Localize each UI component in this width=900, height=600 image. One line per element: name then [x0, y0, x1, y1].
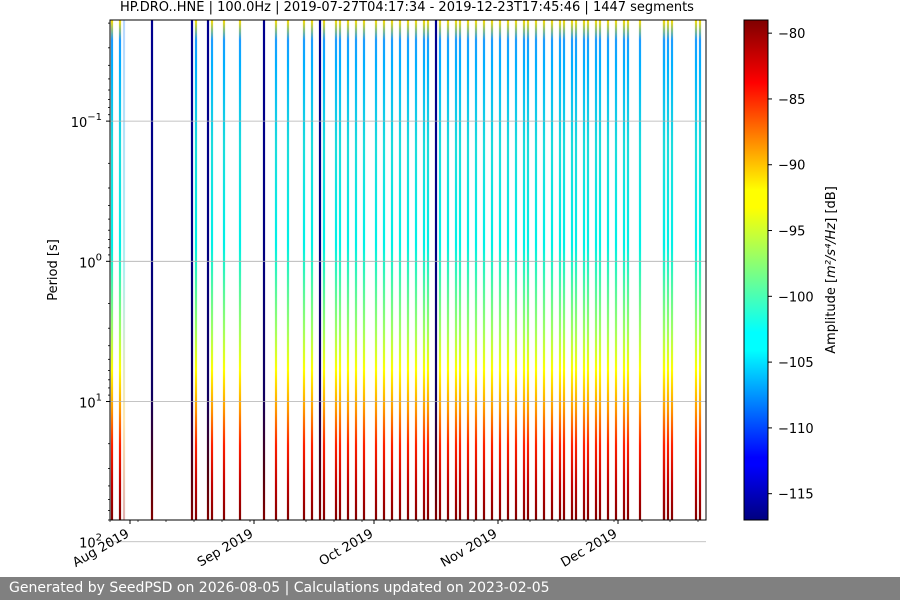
grid-lines: [110, 120, 706, 543]
psd-segment-2019-09-13: [302, 20, 306, 520]
colorbar-tick-label: −110: [778, 422, 814, 437]
psd-segment-2019-10-17: [438, 20, 442, 520]
psd-segment-2019-11-12: [542, 20, 546, 520]
colorbar-tick-label: −105: [778, 356, 814, 371]
psd-segment-2019-09-24: [346, 20, 350, 520]
psd-segment-2019-12-21: [698, 20, 702, 520]
chart-title: HP.DRO..HNE | 100.0Hz | 2019-07-27T04:17…: [120, 0, 694, 15]
psd-segment-2019-10-13: [422, 20, 426, 520]
psd-segment-2019-08-28: [238, 20, 242, 520]
psd-segment-2019-10-16: [434, 20, 438, 520]
colorbar-tick-label: −115: [778, 488, 814, 503]
x-tick-label: Oct 2019: [317, 526, 376, 569]
psd-segment-2019-10-22: [458, 20, 462, 520]
x-tick-label: Sep 2019: [195, 526, 256, 570]
x-tick-label: Nov 2019: [438, 526, 500, 570]
psd-segment-2019-09-28: [362, 20, 366, 520]
psd-segment-2019-10-30: [490, 20, 494, 520]
psd-segment-2019-10-19: [446, 20, 450, 520]
psd-segment-2019-08-16: [190, 20, 194, 520]
psd-segment-2019-07-30: [122, 20, 126, 520]
psd-segment-2019-09-15: [310, 20, 314, 520]
psd-segment-2019-11-19: [570, 20, 574, 520]
psd-segment-2019-11-08: [526, 20, 530, 520]
psd-segment-2019-11-20: [574, 20, 578, 520]
y-tick-label: 100: [79, 252, 102, 271]
psd-segment-2019-11-30: [614, 20, 618, 520]
psd-segment-2019-09-09: [286, 20, 290, 520]
y-tick-label: 10−1: [71, 112, 102, 131]
psd-segment-2019-07-27: [110, 20, 114, 520]
psd-segment-2019-10-14: [426, 20, 430, 520]
psd-segment-2019-08-24: [222, 20, 226, 520]
psd-segment-2019-11-28: [606, 20, 610, 520]
y-tick-label: 102: [79, 533, 102, 552]
psd-segment-2019-08-17: [194, 20, 198, 520]
psd-segment-2019-11-10: [534, 20, 538, 520]
psd-segment-2019-10-21: [454, 20, 458, 520]
psd-segment-2019-10-24: [466, 20, 470, 520]
psd-segments: [110, 20, 702, 520]
psd-segment-2019-07-29: [118, 20, 122, 520]
plot-frame: [109, 19, 707, 521]
psd-spectrogram-chart: HP.DRO..HNE | 100.0Hz | 2019-07-27T04:17…: [46, 0, 839, 571]
psd-segment-2019-09-03: [262, 20, 266, 520]
psd-segment-2019-12-02: [622, 20, 626, 520]
psd-segment-2019-11-03: [506, 20, 510, 520]
psd-segment-2019-10-05: [390, 20, 394, 520]
psd-segment-2019-09-18: [322, 20, 326, 520]
colorbar-tick-label: −90: [778, 159, 805, 174]
psd-segment-2019-10-11: [414, 20, 418, 520]
colorbar: [743, 19, 769, 521]
psd-segment-2019-11-26: [598, 20, 602, 520]
psd-segment-2019-08-06: [150, 20, 154, 520]
psd-segment-2019-09-22: [338, 20, 342, 520]
psd-segment-2019-08-20: [206, 20, 210, 520]
psd-segment-2019-10-28: [482, 20, 486, 520]
psd-segment-2019-10-07: [398, 20, 402, 520]
psd-segment-2019-11-05: [514, 20, 518, 520]
colorbar-tick-label: −80: [778, 27, 805, 42]
psd-segment-2019-11-23: [586, 20, 590, 520]
colorbar-tick-label: −95: [778, 225, 805, 240]
footer-text: Generated by SeedPSD on 2026-08-05 | Cal…: [9, 580, 550, 596]
psd-segment-2019-09-06: [274, 20, 278, 520]
colorbar-tick-label: −100: [778, 290, 814, 305]
psd-segment-2019-11-22: [582, 20, 586, 520]
psd-segment-2019-11-17: [562, 20, 566, 520]
psd-segment-2019-12-20: [694, 20, 698, 520]
psd-segment-2019-12-03: [626, 20, 630, 520]
y-axis-label: Period [s]: [46, 239, 61, 301]
psd-segment-2019-11-25: [594, 20, 598, 520]
colorbar-tick-label: −85: [778, 93, 805, 108]
psd-segment-2019-11-16: [558, 20, 562, 520]
y-tick-label: 101: [79, 393, 102, 412]
psd-segment-2019-09-21: [334, 20, 338, 520]
psd-segment-2019-10-03: [382, 20, 386, 520]
psd-segment-2019-10-01: [374, 20, 378, 520]
psd-segment-2019-12-06: [638, 20, 642, 520]
psd-segment-2019-10-26: [474, 20, 478, 520]
psd-segment-2019-11-14: [550, 20, 554, 520]
psd-segment-2019-08-21: [210, 20, 214, 520]
psd-segment-2019-09-17: [318, 20, 322, 520]
x-axis-ticks: Aug 2019 Sep 2019 Oct 2019 Nov 2019 Dec 2019: [70, 520, 699, 571]
colorbar-ticks: −80 −85 −90 −95 −100 −105 −110 −115: [768, 27, 814, 503]
psd-segment-2019-09-26: [354, 20, 358, 520]
x-tick-label: Dec 2019: [558, 526, 620, 570]
psd-segment-2019-10-09: [406, 20, 410, 520]
psd-segment-2019-11-07: [522, 20, 526, 520]
psd-segment-2019-12-12: [662, 20, 666, 520]
footer-bar: Generated by SeedPSD on 2026-08-05 | Cal…: [0, 577, 900, 600]
y-axis-ticks: 10−1 100 101 102: [71, 22, 110, 552]
psd-segment-2019-11-01: [498, 20, 502, 520]
psd-segment-2019-12-13: [666, 20, 670, 520]
psd-segment-2019-12-14: [670, 20, 674, 520]
colorbar-label: Amplitude [m²/s⁴/Hz] [dB]: [824, 186, 839, 354]
